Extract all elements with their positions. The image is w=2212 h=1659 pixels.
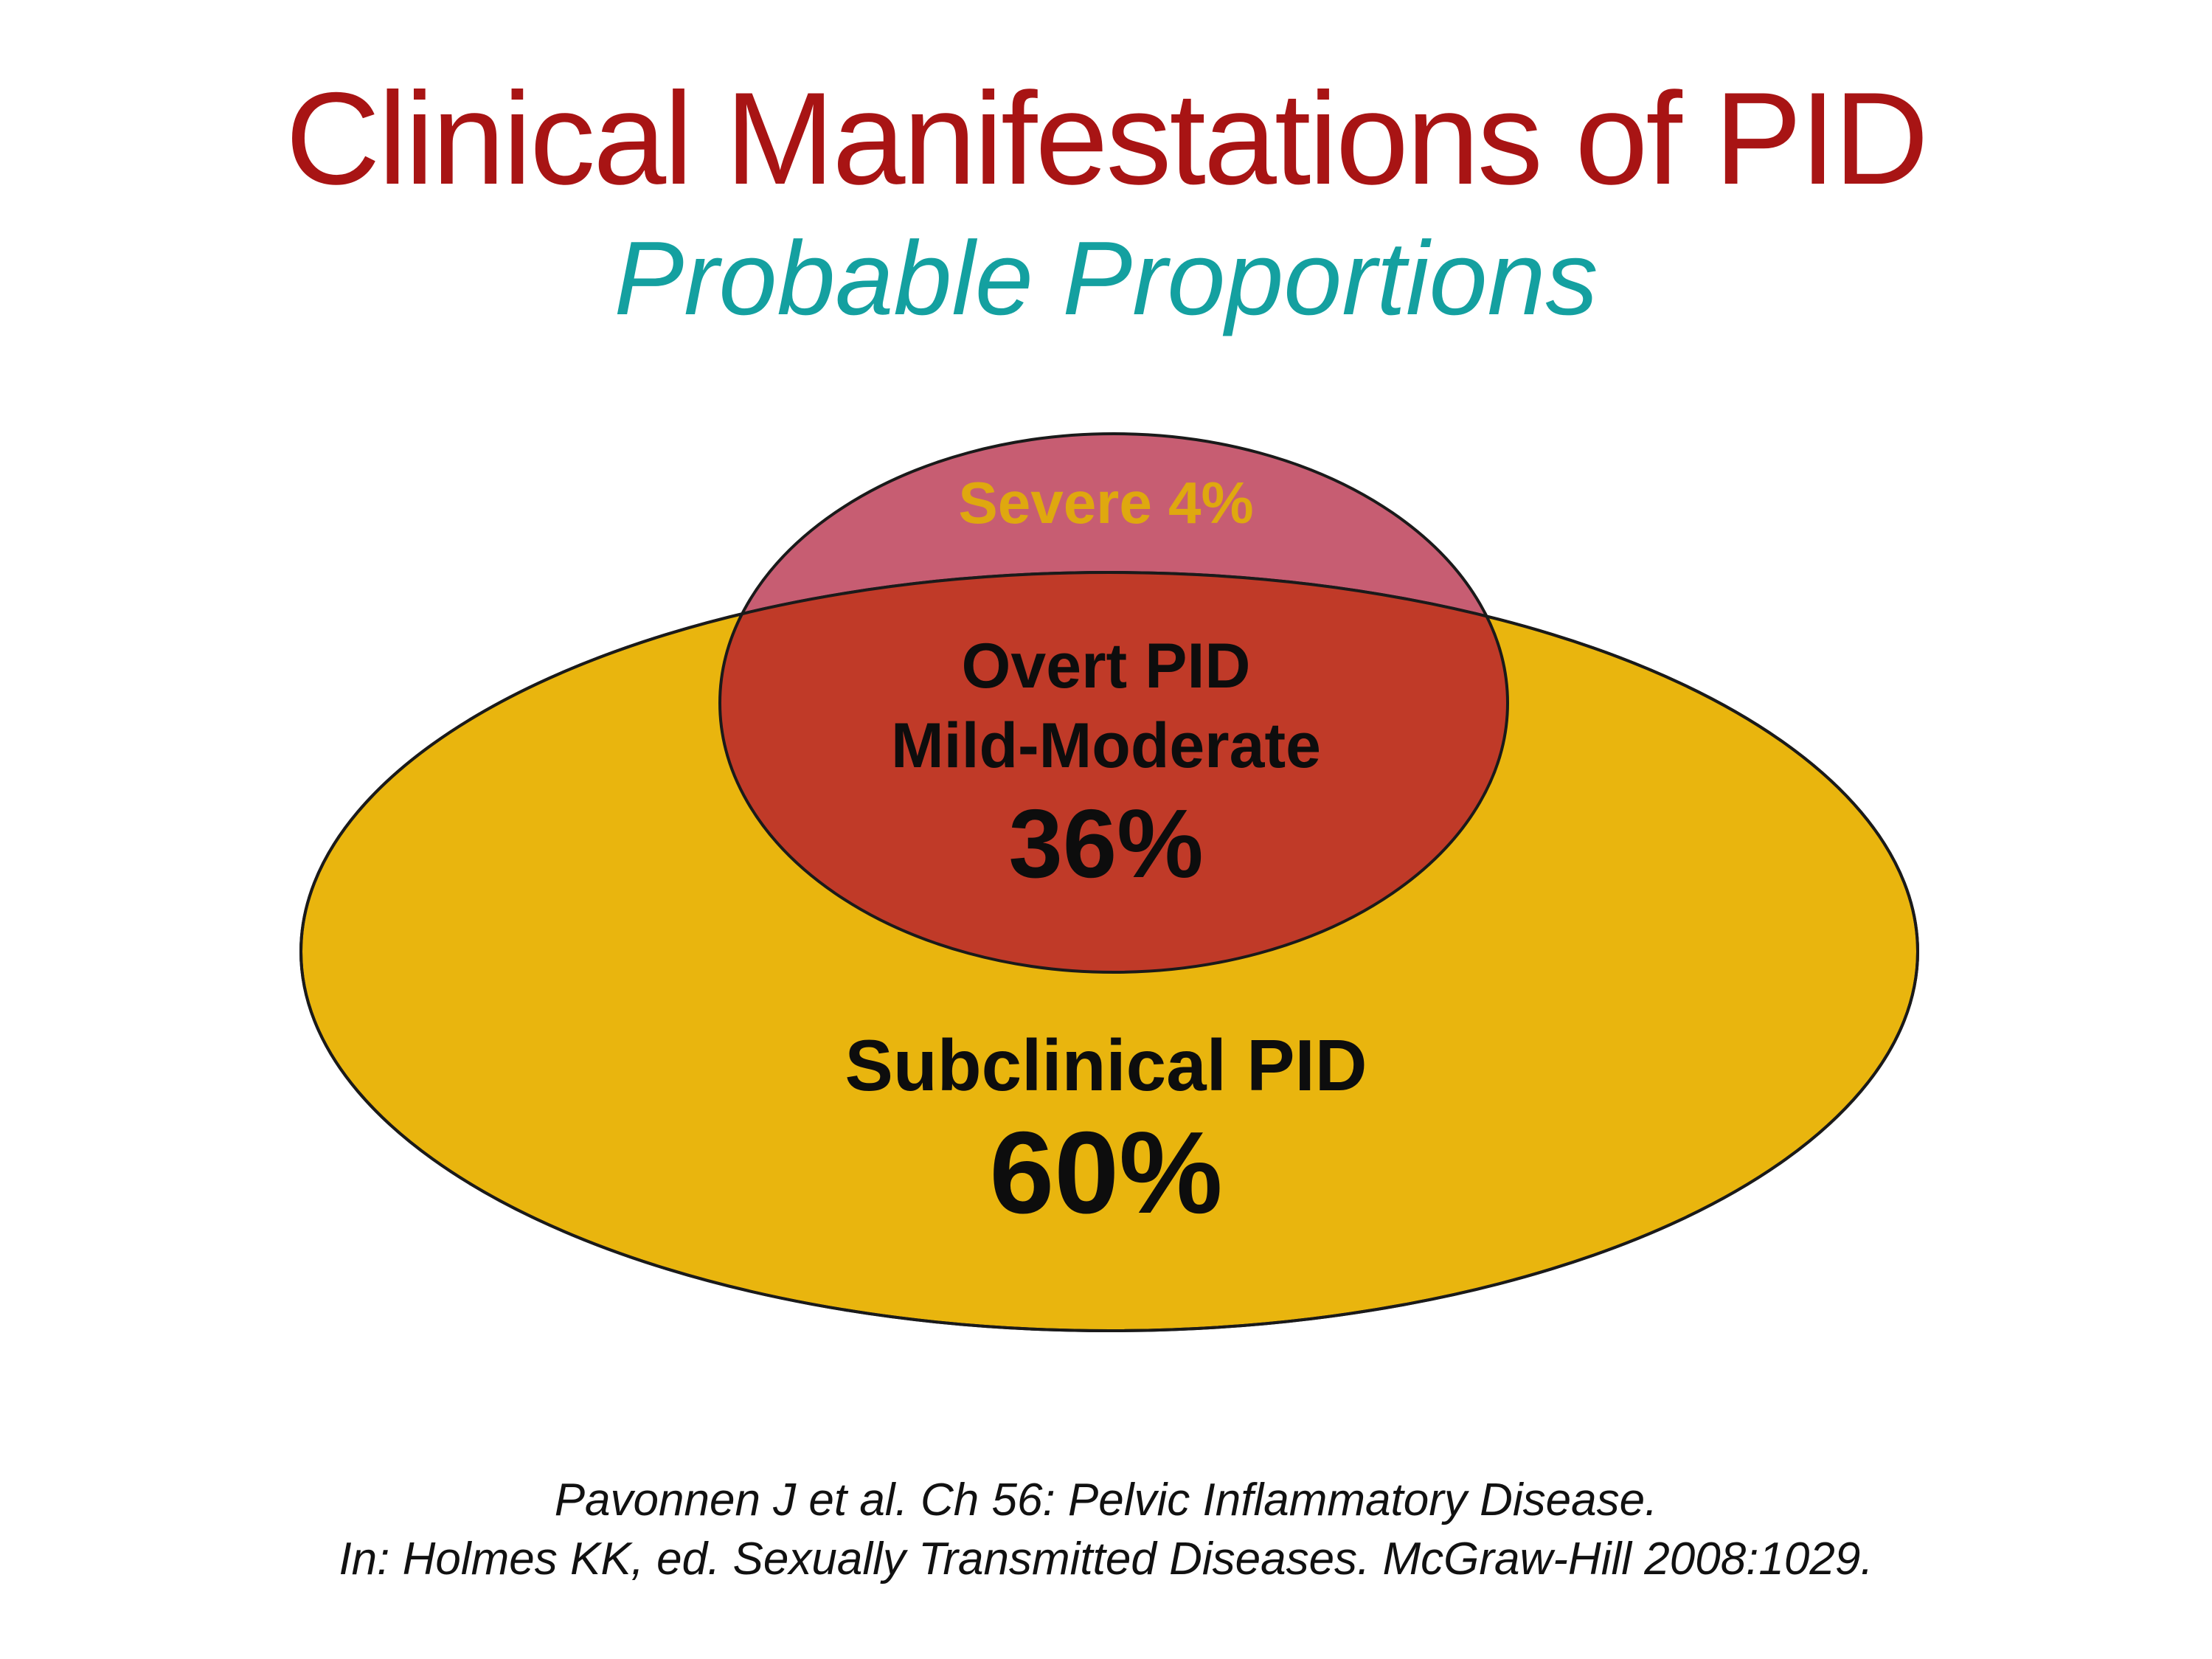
overt-pid-label: Overt PID [961, 631, 1251, 702]
overt-pid-percentage: 36% [1008, 789, 1204, 898]
severe-label: Severe 4% [958, 470, 1254, 536]
slide-subtitle: Probable Proportions [614, 220, 1598, 337]
citation-line-2: In: Holmes KK, ed. Sexually Transmitted … [339, 1534, 1873, 1584]
overt-ellipse [718, 572, 1509, 974]
subclinical-pid-label: Subclinical PID [845, 1025, 1367, 1106]
subclinical-ellipse-outline [299, 571, 1919, 1332]
citation-line-1: Pavonnen J et al. Ch 56: Pelvic Inflamma… [554, 1475, 1658, 1525]
slide-title: Clinical Manifestations of PID [285, 65, 1929, 212]
subclinical-pid-percentage: 60% [989, 1108, 1223, 1238]
overt-pid-sublabel: Mild-Moderate [891, 710, 1321, 781]
